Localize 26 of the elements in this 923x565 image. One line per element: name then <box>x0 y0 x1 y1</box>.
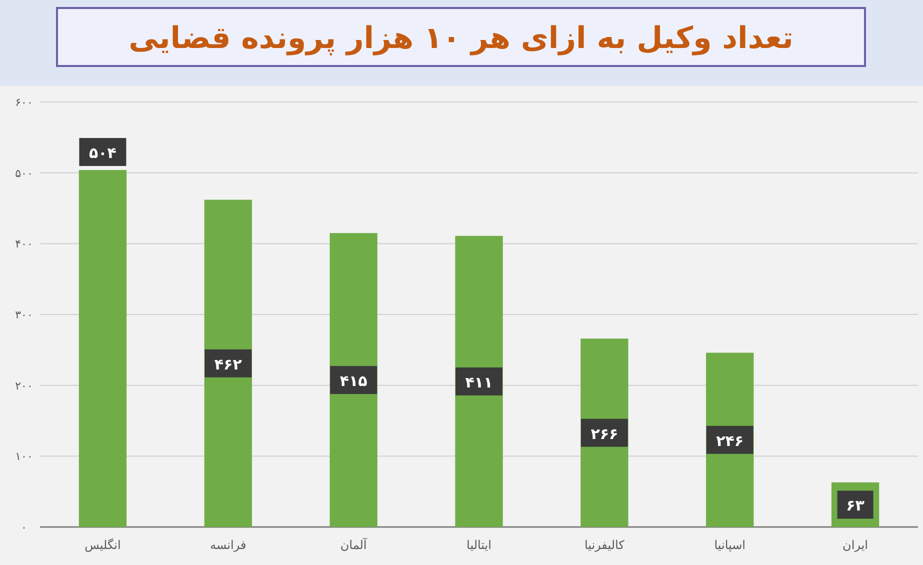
bar <box>78 170 127 527</box>
x-tick-label: ایتالیا <box>466 538 492 552</box>
bar <box>455 236 503 527</box>
y-tick-label: ۵۰۰ <box>15 166 33 180</box>
x-tick-label: کالیفرنیا <box>584 538 625 552</box>
data-label: ۴۱۱ <box>465 373 493 392</box>
bar <box>330 233 378 527</box>
x-tick-label: اسپانیا <box>714 538 746 552</box>
data-label: ۵۰۴ <box>88 144 116 162</box>
y-tick-label: ۳۰۰ <box>15 308 33 322</box>
y-tick-label: ۱۰۰ <box>15 450 33 464</box>
y-tick-label: ۲۰۰ <box>15 379 33 392</box>
data-label: ۶۳ <box>846 496 864 515</box>
x-tick-label: آلمان <box>340 537 368 552</box>
y-tick-label: ۴۰۰ <box>15 238 33 251</box>
bar <box>204 200 252 527</box>
x-tick-label: انگلیس <box>84 538 121 552</box>
x-tick-label: ایران <box>842 538 868 552</box>
y-tick-label: ۰ <box>21 521 27 534</box>
data-label: ۲۴۶ <box>716 432 744 450</box>
chart-title: تعداد وکیل به ازای هر ۱۰ هزار پرونده قضایی <box>128 21 794 56</box>
data-label: ۴۱۵ <box>340 372 368 390</box>
y-tick-label: ۶۰۰ <box>15 96 33 109</box>
x-tick-label: فرانسه <box>210 538 246 552</box>
data-label: ۴۶۲ <box>214 355 242 374</box>
data-label: ۲۶۶ <box>590 424 618 443</box>
